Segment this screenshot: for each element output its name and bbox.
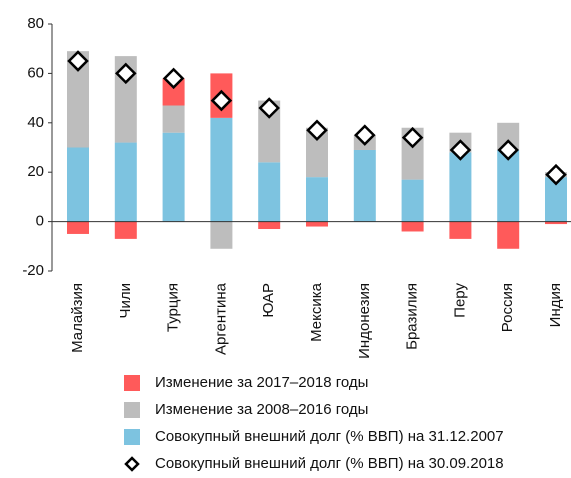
bar-segment (258, 100, 281, 163)
diamond-marker (449, 139, 472, 161)
x-tick-label: Перу (451, 283, 468, 318)
x-tick-label: Малайзия (69, 283, 86, 353)
legend-swatch (124, 375, 140, 391)
bar-segment (67, 147, 89, 222)
x-tick-label: Аргентина (212, 282, 229, 355)
diamond-marker (210, 89, 233, 112)
bar-segment (449, 221, 472, 239)
legend-label: Совокупный внешний долг (% ВВП) на 31.12… (155, 428, 504, 445)
x-tick-label: Мексика (308, 282, 325, 342)
y-tick-label: 60 (27, 64, 44, 81)
bar-segment (258, 221, 281, 230)
bar-segment (162, 132, 185, 222)
bar-segment (162, 78, 185, 106)
bar-segment (449, 152, 472, 222)
diamond-marker (306, 119, 328, 141)
bar-segment (353, 149, 376, 222)
diamond-marker (497, 139, 519, 161)
bar-segment (545, 177, 567, 222)
bar-segment (306, 177, 328, 222)
x-tick-label: Турция (165, 283, 182, 332)
diamond-marker (401, 126, 424, 149)
bar-segment (497, 149, 520, 222)
diamond-marker (67, 50, 89, 72)
bar-segment (306, 127, 328, 178)
bar-segment (210, 221, 233, 249)
x-tick-label: ЮАР (260, 283, 277, 318)
y-tick-label: 80 (27, 15, 44, 32)
diamond-marker (115, 62, 137, 85)
bar-segment (401, 179, 424, 222)
y-tick-label: -20 (22, 262, 44, 279)
bar-segment (114, 142, 137, 222)
bar-segment (210, 117, 233, 222)
legend-swatch (124, 429, 140, 445)
bar-segment (401, 221, 424, 232)
legend-label: Изменение за 2008–2016 годы (155, 401, 368, 418)
x-tick-label: Чили (117, 283, 134, 319)
y-tick-label: 20 (27, 163, 44, 180)
y-tick-label: 0 (36, 213, 44, 230)
bar-segment (162, 105, 185, 133)
diamond-marker (354, 124, 376, 146)
bar-segment (67, 51, 89, 148)
bar-segment (114, 221, 137, 239)
x-tick-label: Россия (499, 283, 516, 332)
x-tick-label: Бразилия (404, 283, 421, 350)
legend-label: Изменение за 2017–2018 годы (155, 374, 368, 391)
x-tick-label: Индонезия (356, 283, 373, 359)
bar-segment (545, 221, 567, 225)
bar-segment (497, 122, 520, 150)
bar-segment (258, 162, 281, 222)
y-tick-label: 40 (27, 114, 44, 131)
bar-segment (497, 221, 520, 249)
legend-label: Совокупный внешний долг (% ВВП) на 30.09… (155, 455, 504, 472)
bar-segment (67, 221, 89, 234)
diamond-marker (545, 163, 567, 186)
bar-segment (306, 221, 328, 227)
diamond-marker (162, 67, 185, 90)
legend-swatch (124, 402, 140, 418)
diamond-marker (258, 97, 280, 119)
x-tick-label: Индия (547, 283, 564, 327)
legend-marker (124, 456, 140, 472)
